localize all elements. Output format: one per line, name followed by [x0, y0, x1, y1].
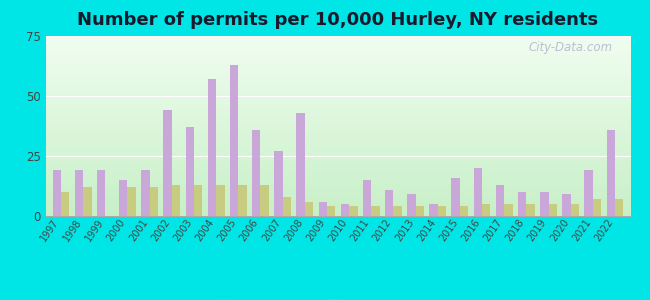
- Bar: [452, 178, 460, 216]
- Bar: [172, 185, 180, 216]
- Bar: [252, 130, 261, 216]
- Bar: [363, 180, 371, 216]
- Bar: [615, 199, 623, 216]
- Bar: [429, 204, 437, 216]
- Bar: [562, 194, 571, 216]
- Text: City-Data.com: City-Data.com: [529, 41, 613, 54]
- Bar: [283, 197, 291, 216]
- Bar: [540, 192, 549, 216]
- Bar: [261, 185, 269, 216]
- Bar: [239, 185, 247, 216]
- Bar: [349, 206, 358, 216]
- Bar: [415, 206, 424, 216]
- Bar: [83, 187, 92, 216]
- Bar: [584, 170, 593, 216]
- Bar: [75, 170, 83, 216]
- Bar: [185, 127, 194, 216]
- Bar: [230, 65, 239, 216]
- Bar: [549, 204, 557, 216]
- Bar: [407, 194, 415, 216]
- Bar: [393, 206, 402, 216]
- Bar: [97, 170, 105, 216]
- Bar: [496, 185, 504, 216]
- Bar: [437, 206, 446, 216]
- Bar: [163, 110, 172, 216]
- Bar: [593, 199, 601, 216]
- Bar: [385, 190, 393, 216]
- Bar: [208, 79, 216, 216]
- Bar: [61, 192, 70, 216]
- Bar: [127, 187, 136, 216]
- Bar: [504, 204, 513, 216]
- Bar: [318, 202, 327, 216]
- Bar: [371, 206, 380, 216]
- Bar: [460, 206, 468, 216]
- Bar: [141, 170, 150, 216]
- Bar: [606, 130, 615, 216]
- Bar: [341, 204, 349, 216]
- Legend: Hurley CDP, New York average: Hurley CDP, New York average: [211, 295, 465, 300]
- Bar: [216, 185, 224, 216]
- Bar: [305, 202, 313, 216]
- Bar: [194, 185, 202, 216]
- Bar: [119, 180, 127, 216]
- Bar: [327, 206, 335, 216]
- Bar: [482, 204, 491, 216]
- Title: Number of permits per 10,000 Hurley, NY residents: Number of permits per 10,000 Hurley, NY …: [77, 11, 599, 29]
- Bar: [274, 151, 283, 216]
- Bar: [518, 192, 527, 216]
- Bar: [571, 204, 579, 216]
- Bar: [526, 204, 535, 216]
- Bar: [474, 168, 482, 216]
- Bar: [53, 170, 61, 216]
- Bar: [296, 113, 305, 216]
- Bar: [150, 187, 158, 216]
